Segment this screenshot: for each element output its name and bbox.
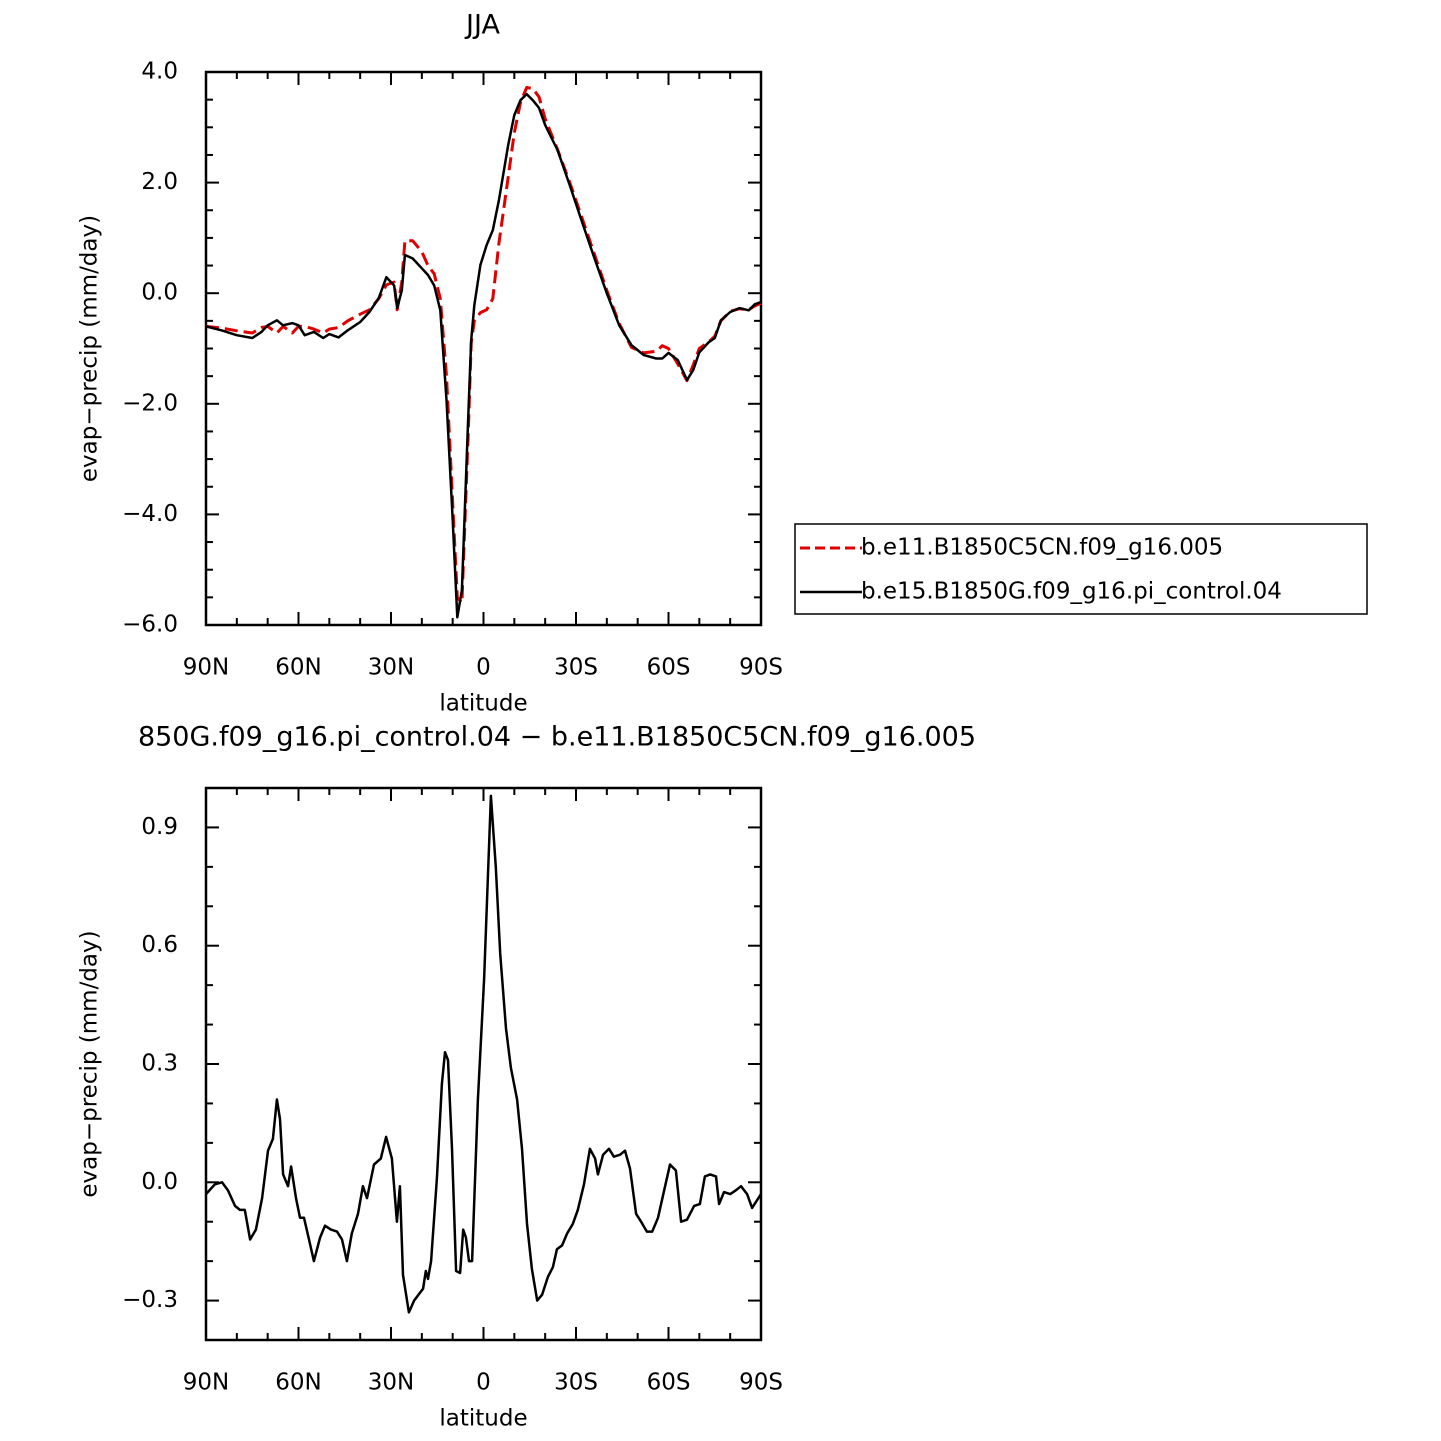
x-tick-label: 30S bbox=[554, 655, 598, 681]
x-axis-label: latitude bbox=[439, 1406, 527, 1432]
x-tick-label: 90N bbox=[183, 1370, 229, 1396]
y-tick-label: −2.0 bbox=[122, 390, 178, 416]
x-tick-label: 30N bbox=[368, 1370, 414, 1396]
y-tick-label: −6.0 bbox=[122, 612, 178, 638]
y-tick-label: 4.0 bbox=[141, 59, 178, 85]
y-tick-label: 0.3 bbox=[141, 1051, 178, 1077]
y-tick-label: 2.0 bbox=[141, 169, 178, 195]
x-tick-label: 30S bbox=[554, 1370, 598, 1396]
legend-label: b.e15.B1850G.f09_g16.pi_control.04 bbox=[861, 579, 1282, 605]
chart-title: 850G.f09_g16.pi_control.04 − b.e11.B1850… bbox=[138, 722, 976, 753]
x-tick-label: 60S bbox=[647, 655, 691, 681]
x-tick-label: 90S bbox=[739, 1370, 783, 1396]
plot-frame bbox=[204, 786, 763, 1342]
x-tick-label: 30N bbox=[368, 655, 414, 681]
legend-label: b.e11.B1850C5CN.f09_g16.005 bbox=[861, 535, 1223, 561]
y-tick-label: 0.6 bbox=[141, 932, 178, 958]
x-tick-label: 90S bbox=[739, 655, 783, 681]
x-tick-label: 0 bbox=[476, 1370, 491, 1396]
y-tick-label: 0.0 bbox=[141, 280, 178, 306]
y-tick-label: −0.3 bbox=[122, 1287, 178, 1313]
x-tick-label: 0 bbox=[476, 655, 491, 681]
x-tick-label: 60N bbox=[275, 1370, 321, 1396]
x-tick-label: 60N bbox=[275, 655, 321, 681]
y-tick-label: −4.0 bbox=[122, 501, 178, 527]
y-axis-label: evap−precip (mm/day) bbox=[77, 930, 103, 1197]
series-line bbox=[205, 86, 762, 605]
x-axis-label: latitude bbox=[439, 691, 527, 717]
legend-box bbox=[794, 523, 1368, 615]
y-tick-label: 0.0 bbox=[141, 1169, 178, 1195]
x-tick-label: 60S bbox=[647, 1370, 691, 1396]
plot-frame bbox=[204, 70, 763, 627]
x-tick-label: 90N bbox=[183, 655, 229, 681]
y-tick-label: 0.9 bbox=[141, 814, 178, 840]
y-axis-label: evap−precip (mm/day) bbox=[77, 215, 103, 482]
series-line bbox=[205, 794, 763, 1314]
chart-title: JJA bbox=[464, 10, 500, 41]
series-line bbox=[205, 92, 762, 619]
